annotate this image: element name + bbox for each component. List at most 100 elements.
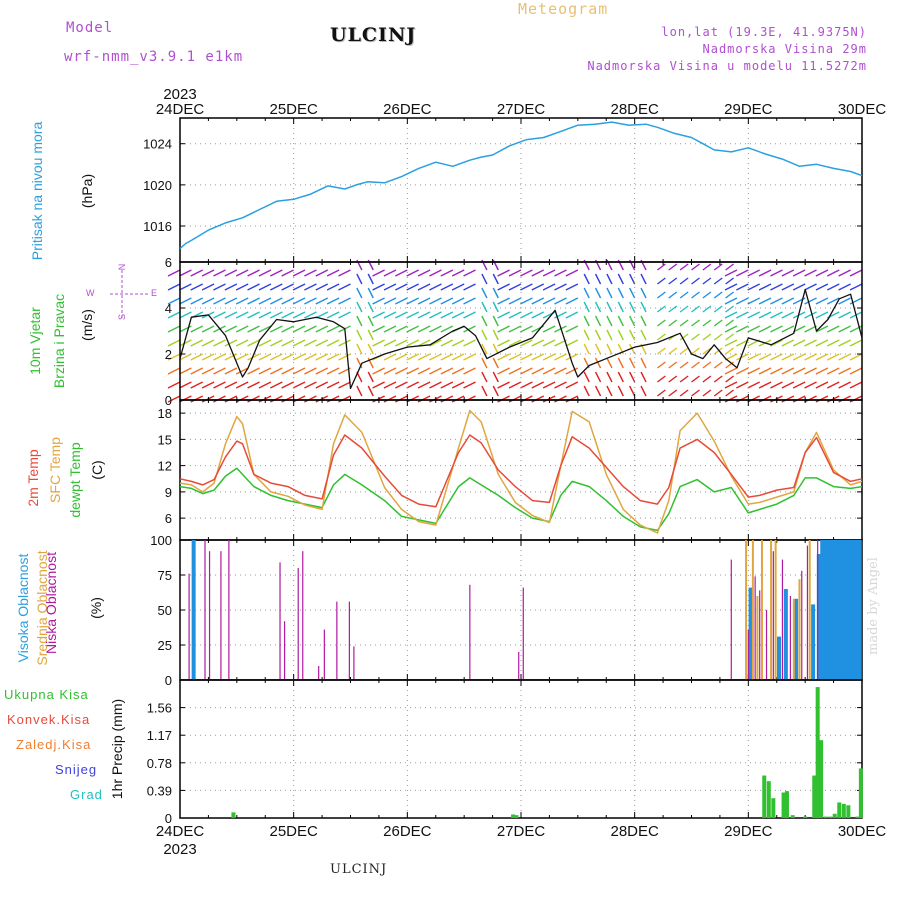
wind-arrow (451, 339, 465, 347)
low-cloud-bar (765, 610, 768, 680)
wind-arrow (269, 325, 283, 333)
wind-arrow (747, 367, 761, 375)
low-cloud-bar (302, 551, 304, 680)
wind-arrow (640, 315, 647, 327)
wind-arrow (747, 269, 761, 277)
wind-arrow (724, 283, 738, 291)
wind-arrow (520, 353, 533, 361)
wind-arrow (292, 381, 306, 389)
wind-arrow (406, 325, 420, 333)
wind-arrow (656, 361, 666, 369)
wind-arrow (224, 353, 238, 361)
high-cloud-bar (794, 598, 799, 680)
wind-arrow (338, 311, 351, 319)
wind-arrow (190, 297, 204, 305)
wind-arrow (451, 297, 465, 305)
wind-arrow (594, 371, 602, 383)
wind-arrow (565, 367, 579, 375)
wind-arrow (565, 297, 579, 305)
wind-arrow (179, 311, 192, 319)
wind-arrow (838, 353, 851, 361)
wind-arrow (606, 287, 613, 299)
wind-arrow (679, 361, 689, 369)
wind-arrow (383, 353, 397, 361)
meteogram-title: Meteogram (518, 0, 609, 18)
wind-arrow (838, 269, 851, 277)
wind-arrow (725, 333, 735, 341)
wind-arrow (372, 381, 385, 389)
top-date-label: 25DEC (269, 101, 318, 118)
top-date-label: 27DEC (497, 101, 546, 118)
wind-arrow (258, 297, 272, 305)
wind-arrow (826, 325, 840, 333)
wind-arrow (629, 371, 636, 383)
wind-arrow (606, 357, 613, 369)
wind-arrow (781, 381, 795, 389)
wind-arrow (281, 381, 294, 389)
wind-arrow (269, 395, 283, 403)
precip-bar (832, 813, 837, 818)
wind-arrow (356, 315, 363, 327)
wind-arrow (281, 269, 294, 277)
wind-arrow (247, 297, 260, 305)
top-date-label: 29DEC (724, 101, 773, 118)
wind-arrow (815, 353, 829, 361)
wind-arrow (367, 315, 374, 327)
wind-arrow (417, 325, 431, 333)
wind-arrow (804, 269, 817, 277)
wind-arrow (838, 339, 851, 347)
wind-arrow (520, 269, 533, 277)
wind-arrow (372, 269, 385, 277)
time-axes: 24DEC 24DEC 25DEC 25DEC 26DEC 26DEC 27DEC 27DEC… (156, 86, 887, 858)
wind-arrow (258, 311, 272, 319)
panel-frame (179, 679, 863, 819)
wind-arrow (640, 329, 647, 341)
wind-arrow (201, 297, 215, 305)
wind-arrow (167, 395, 181, 403)
wind-arrow (247, 395, 260, 403)
wind-arrow (417, 367, 431, 375)
low-cloud-bar (297, 568, 299, 680)
wind-arrow (326, 269, 340, 277)
wind-arrow (235, 297, 249, 305)
wind-arrow (770, 269, 783, 277)
wind-arrow (315, 297, 329, 305)
wind-arrow (520, 311, 533, 319)
wind-arrow (520, 381, 533, 389)
wind-arrow (492, 273, 499, 285)
wind-arrow (815, 325, 829, 333)
wind-arrow (542, 283, 556, 291)
wind-arrow (594, 385, 602, 397)
wind-arrow (758, 367, 772, 375)
wind-arrow (224, 297, 238, 305)
high-cloud-bar (850, 540, 855, 680)
precip-bar (855, 816, 860, 818)
wind-arrow (758, 395, 772, 403)
high-cloud-bar (844, 540, 849, 680)
wind-arrow (235, 395, 249, 403)
wind-arrow (497, 381, 510, 389)
top-date-label: 30DEC (838, 101, 887, 118)
wind-arrow (224, 311, 238, 319)
wind-arrow (367, 385, 374, 397)
wind-arrow (326, 353, 340, 361)
low-cloud-bar (323, 629, 325, 680)
wind-arrow (770, 353, 783, 361)
wind-arrow (463, 339, 476, 347)
precip-bar (781, 792, 786, 818)
wind-arrow (451, 395, 465, 403)
low-cloud-bar (188, 573, 190, 680)
footer-station: ULCINJ (330, 862, 388, 877)
wind-arrow (804, 339, 817, 347)
wind-arrow (213, 367, 226, 375)
wind-arrow (725, 277, 735, 285)
wind-arrow (724, 325, 738, 333)
wind-arrow (758, 325, 772, 333)
precip-bar (841, 803, 846, 818)
low-cloud-bar (283, 621, 286, 680)
top-date-label: 28DEC (610, 101, 659, 118)
wind-arrow (583, 301, 590, 313)
wind-arrow (429, 269, 442, 277)
precip-bar (766, 781, 771, 818)
wind-arrow (804, 367, 817, 375)
